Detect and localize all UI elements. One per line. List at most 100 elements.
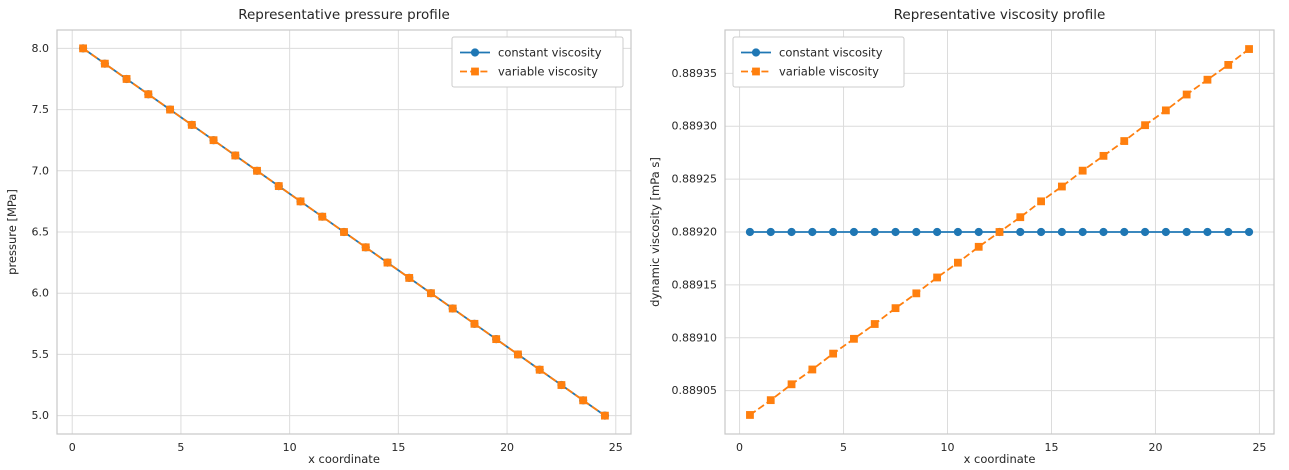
data-marker-circle	[870, 227, 879, 237]
data-marker-circle	[1244, 227, 1254, 237]
data-marker-square	[427, 289, 435, 298]
data-marker-square	[829, 349, 838, 358]
data-marker-square	[383, 258, 392, 267]
chart-title: Representative viscosity profile	[894, 7, 1106, 23]
x-tick-label: 15	[1044, 441, 1058, 454]
data-marker-square	[405, 274, 414, 282]
data-marker-circle	[1140, 227, 1150, 237]
data-marker-circle	[787, 227, 796, 237]
data-marker-square	[492, 335, 501, 344]
data-marker-square	[1161, 106, 1170, 115]
data-marker-square	[231, 151, 240, 160]
data-marker-square	[746, 411, 754, 419]
data-marker-square	[1120, 137, 1129, 145]
data-marker-circle	[1120, 227, 1129, 237]
legend-marker-square	[752, 67, 760, 76]
y-tick-label: 0.88905	[672, 384, 718, 397]
data-marker-square	[122, 75, 131, 83]
data-marker-square	[1141, 121, 1149, 130]
data-marker-circle	[808, 227, 817, 237]
pressure-chart: 0 5 10 15 20 25 5.0 5.5 6.0 6.5 7.0 7.5 8.0 Represent…	[5, 7, 632, 466]
data-marker-square	[1203, 75, 1212, 84]
x-tick-label: 20	[1148, 441, 1162, 454]
data-marker-square	[274, 182, 283, 190]
y-tick-label: 0.88920	[672, 226, 718, 239]
data-marker-square	[891, 304, 900, 313]
data-marker-circle	[1203, 227, 1212, 237]
data-marker-square	[100, 59, 109, 68]
data-marker-circle	[1016, 227, 1025, 237]
data-marker-square	[470, 319, 479, 328]
data-marker-square	[579, 396, 588, 405]
legend-marker-circle	[751, 48, 761, 57]
legend: constant viscosity variable viscosity	[451, 36, 624, 88]
data-marker-square	[187, 120, 196, 129]
data-marker-circle	[891, 227, 900, 237]
data-marker-square	[954, 258, 962, 267]
plot-border	[56, 29, 632, 435]
data-marker-square	[912, 289, 921, 298]
data-marker-square	[1245, 45, 1253, 53]
legend: constant viscosity variable viscosity	[732, 36, 905, 88]
data-marker-square	[79, 44, 87, 53]
data-marker-square	[361, 243, 370, 252]
data-marker-square	[253, 166, 261, 175]
y-axis-label: dynamic viscosity [mPa s]	[648, 157, 662, 307]
y-tick-label: 0.88925	[672, 173, 718, 186]
data-marker-square	[974, 242, 983, 251]
data-marker-square	[535, 365, 544, 374]
x-axis-label: x coordinate	[964, 452, 1036, 466]
data-marker-square	[340, 228, 348, 236]
data-marker-circle	[766, 227, 775, 237]
x-tick-label: 0	[69, 441, 76, 454]
y-tick-label: 0.88910	[672, 331, 718, 344]
x-tick-label: 25	[609, 441, 623, 454]
legend-label: variable viscosity	[779, 65, 879, 79]
data-marker-square	[870, 320, 879, 328]
pressure-figure: 0 5 10 15 20 25 5.0 5.5 6.0 6.5 7.0 7.5 8.0 Represent…	[5, 7, 632, 466]
data-marker-square	[209, 136, 218, 145]
data-marker-circle	[1182, 227, 1191, 237]
data-marker-square	[296, 197, 305, 206]
x-axis-label: x coordinate	[308, 452, 380, 466]
y-tick-label: 0.88935	[672, 67, 718, 80]
data-marker-square	[1182, 90, 1191, 99]
legend-label: constant viscosity	[498, 46, 602, 60]
y-tick-label: 7.0	[32, 164, 50, 177]
y-tick-label: 6.0	[32, 287, 50, 300]
data-marker-square	[1016, 213, 1025, 222]
data-marker-square	[557, 381, 566, 389]
data-marker-square	[1099, 151, 1108, 160]
data-marker-circle	[1099, 227, 1108, 237]
data-marker-circle	[1078, 227, 1087, 237]
chart-title: Representative pressure profile	[238, 7, 450, 23]
legend-box	[732, 36, 905, 88]
y-tick-label: 5.5	[32, 348, 50, 361]
viscosity-chart: 0 5 10 15 20 25 0.88905 0.88910 0.88915 0.88920 0.…	[648, 7, 1275, 466]
y-axis-label: pressure [MPa]	[5, 189, 19, 275]
data-marker-square	[318, 212, 327, 221]
y-tick-label: 6.5	[32, 226, 50, 239]
data-marker-circle	[953, 227, 963, 237]
y-tick-label: 0.88930	[672, 120, 718, 133]
data-marker-circle	[1161, 227, 1170, 237]
legend-label: constant viscosity	[779, 46, 883, 60]
legend-label: variable viscosity	[498, 65, 598, 79]
data-marker-square	[808, 365, 817, 374]
data-marker-square	[1037, 197, 1045, 206]
x-tick-label: 20	[500, 441, 514, 454]
y-tick-label: 0.88915	[672, 278, 718, 291]
data-marker-circle	[829, 227, 838, 237]
data-marker-square	[766, 396, 775, 405]
legend-marker-square	[471, 67, 479, 76]
y-tick-label: 8.0	[32, 42, 50, 55]
x-tick-label: 25	[1252, 441, 1266, 454]
data-marker-square	[1224, 61, 1233, 69]
x-tick-label: 10	[283, 441, 297, 454]
data-marker-circle	[933, 227, 942, 237]
y-tick-label: 5.0	[32, 409, 50, 422]
x-tick-label: 0	[736, 441, 743, 454]
data-marker-square	[1057, 182, 1066, 191]
data-marker-circle	[912, 227, 921, 237]
data-marker-square	[514, 350, 522, 359]
